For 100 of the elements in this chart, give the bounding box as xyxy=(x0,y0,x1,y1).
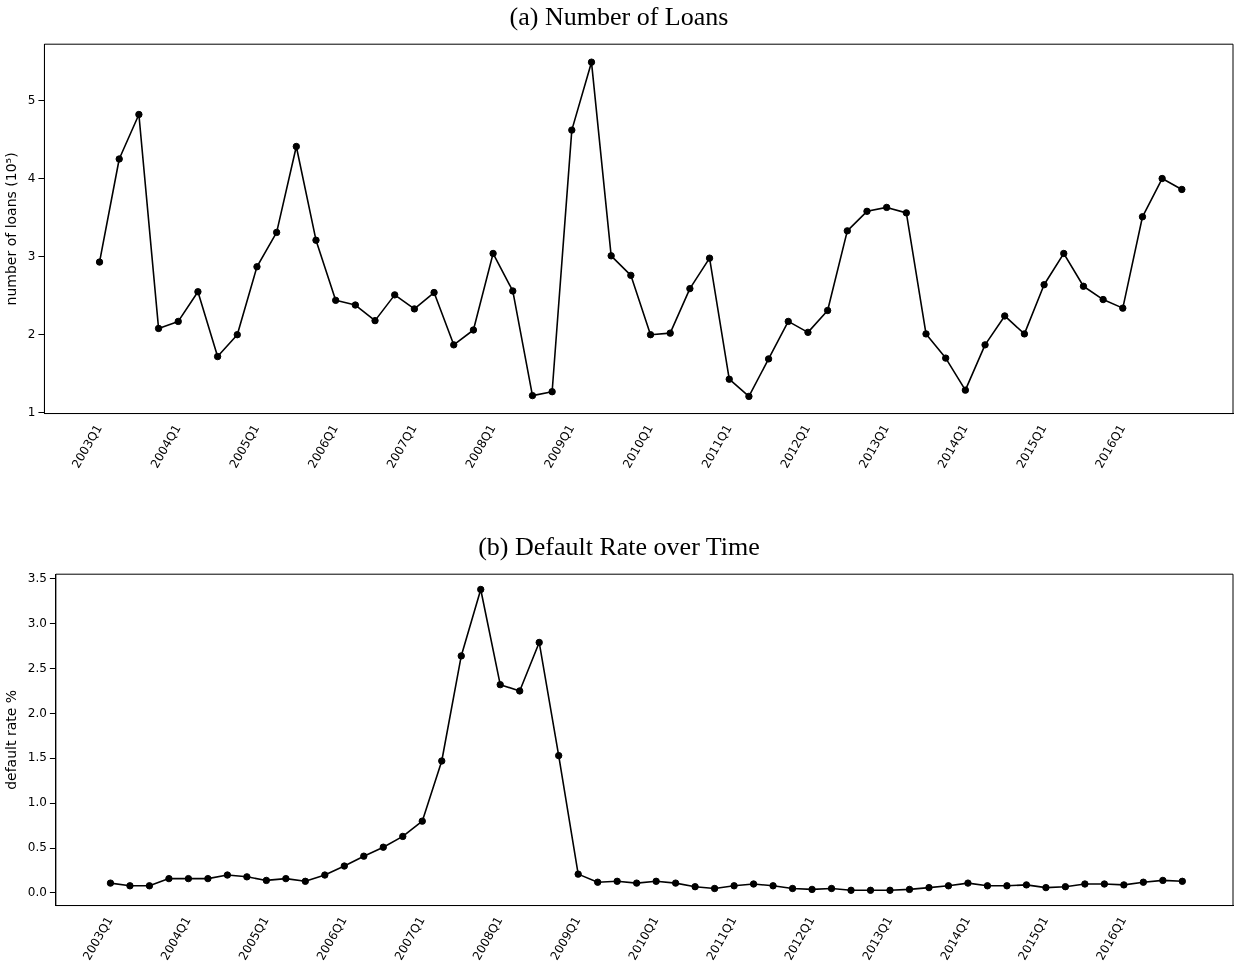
point xyxy=(135,110,143,119)
point xyxy=(964,879,972,887)
point xyxy=(1061,883,1070,891)
y-tick-label: 0.5 xyxy=(27,840,47,855)
point xyxy=(784,317,792,326)
point xyxy=(360,852,368,860)
point xyxy=(301,877,310,886)
point xyxy=(730,882,738,890)
point xyxy=(827,884,836,893)
point xyxy=(652,877,660,886)
point xyxy=(204,874,212,883)
point xyxy=(535,638,543,647)
point xyxy=(233,330,241,339)
y-tick-label: 3 xyxy=(27,248,36,263)
y-tick-label: 3.5 xyxy=(27,570,47,585)
point xyxy=(331,296,340,305)
point xyxy=(528,391,537,400)
point xyxy=(213,352,222,361)
point xyxy=(749,880,758,888)
point xyxy=(627,271,635,280)
point xyxy=(691,883,699,891)
point xyxy=(745,392,753,401)
point xyxy=(613,877,621,886)
point xyxy=(95,258,104,266)
point xyxy=(1158,174,1166,183)
point xyxy=(223,871,232,879)
point xyxy=(351,301,360,309)
point xyxy=(1119,304,1127,312)
point xyxy=(804,328,812,337)
point xyxy=(509,287,517,295)
point xyxy=(961,386,970,394)
point xyxy=(568,126,576,134)
point xyxy=(1120,881,1128,889)
point xyxy=(1159,876,1167,885)
point xyxy=(725,375,733,383)
point xyxy=(154,324,163,333)
y-tick-label: 1 xyxy=(27,404,36,419)
point xyxy=(808,885,816,894)
point xyxy=(882,203,891,212)
point xyxy=(554,751,563,760)
point xyxy=(944,882,953,890)
point xyxy=(1139,878,1148,886)
point xyxy=(607,252,615,260)
point xyxy=(321,871,329,879)
point xyxy=(391,291,399,299)
point xyxy=(922,330,930,338)
y-tick-label: 5 xyxy=(27,92,36,107)
point xyxy=(1178,877,1187,886)
chart-title: (b) Default Rate over Time xyxy=(477,531,761,563)
point xyxy=(905,885,914,894)
point xyxy=(489,249,497,258)
point xyxy=(106,879,115,887)
point xyxy=(516,687,524,695)
point xyxy=(593,878,602,886)
y-tick-label: 3.0 xyxy=(27,615,47,630)
point xyxy=(866,886,875,894)
point xyxy=(410,305,419,313)
chart-title: (a) Number of Loans xyxy=(508,1,730,33)
point xyxy=(671,879,680,887)
point xyxy=(686,284,694,293)
point xyxy=(438,757,446,765)
point xyxy=(126,882,134,890)
point xyxy=(165,874,173,883)
point xyxy=(823,306,832,315)
point xyxy=(632,879,641,887)
point xyxy=(847,886,855,894)
y-tick-label: 4 xyxy=(27,170,36,185)
point xyxy=(469,326,478,334)
point xyxy=(1060,249,1068,258)
y-axis-title: number of loans (10⁵) xyxy=(3,152,20,306)
point xyxy=(646,330,655,339)
point xyxy=(184,874,193,883)
point xyxy=(340,862,349,870)
point xyxy=(764,355,773,363)
point xyxy=(666,329,674,337)
point xyxy=(983,882,992,890)
y-tick-label: 2.0 xyxy=(27,705,47,720)
point xyxy=(942,354,950,362)
point xyxy=(1099,295,1107,304)
point xyxy=(457,652,465,660)
point xyxy=(418,817,426,825)
point xyxy=(1042,883,1050,892)
point xyxy=(769,882,777,890)
y-axis-title: default rate % xyxy=(3,689,20,790)
point xyxy=(496,680,504,689)
point xyxy=(587,58,596,66)
point xyxy=(1079,282,1088,290)
point xyxy=(548,388,556,396)
point xyxy=(1138,213,1147,221)
point xyxy=(145,882,154,890)
point xyxy=(788,884,797,893)
point xyxy=(1020,330,1029,338)
y-tick-label: 0.0 xyxy=(27,885,47,900)
point xyxy=(843,227,852,235)
y-tick-label: 1.5 xyxy=(27,750,47,765)
point xyxy=(379,843,387,851)
point xyxy=(282,874,290,883)
point xyxy=(1040,281,1048,289)
point xyxy=(705,254,714,262)
point xyxy=(399,832,407,841)
